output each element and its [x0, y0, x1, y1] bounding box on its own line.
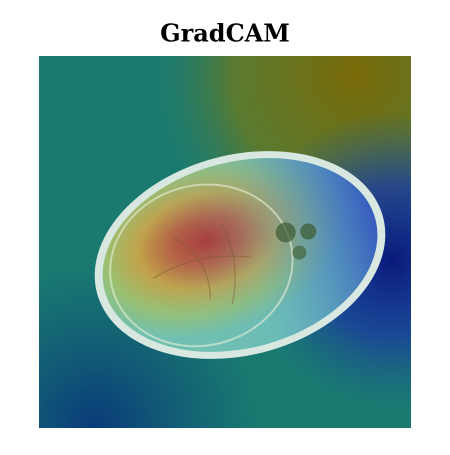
title: GradCAM [160, 19, 290, 48]
gradcam-image [39, 56, 411, 428]
